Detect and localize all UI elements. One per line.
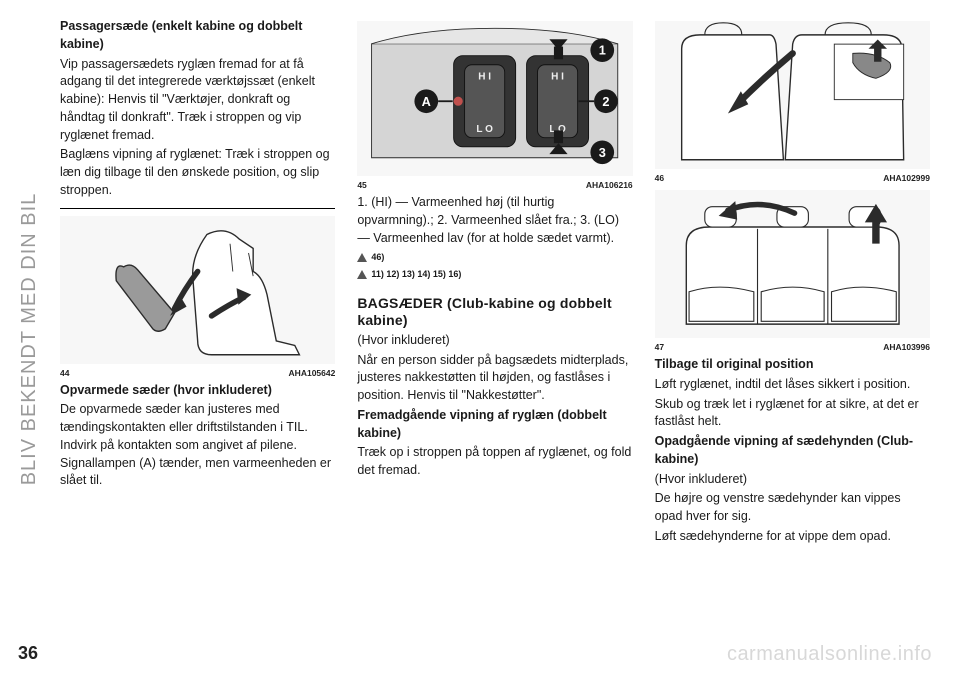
figure-47 [655,190,930,338]
svg-text:H I: H I [551,71,564,82]
warning-triangle-icon [357,270,367,279]
figure-46 [655,21,930,169]
column-1: Passagersæde (enkelt kabine og dobbelt k… [60,18,335,660]
fig-number: 45 [357,179,366,191]
note-ref: 46) [371,251,384,264]
c3-para-5: Løft sædehynderne for at vippe dem opad. [655,528,930,546]
figure-45: H I L O H I L O A 1 2 [357,21,632,176]
fig-number: 44 [60,367,69,379]
figure-45-caption: 45 AHA106216 [357,179,632,191]
fig-code: AHA103996 [883,341,930,353]
svg-text:A: A [422,94,431,109]
c2-heading-1: BAGSÆDER (Club-kabine og dobbelt kabine) [357,295,632,330]
section-side-label: BLIV BEKENDT MED DIN BIL [18,193,41,486]
fig45-legend: 1. (HI) — Varmeenhed høj (til hurtig opv… [357,194,632,247]
c1-para-2: Baglæns vipning af ryglænet: Træk i stro… [60,146,335,199]
page-number: 36 [18,643,38,664]
c1-heading-2: Opvarmede sæder (hvor inkluderet) [60,382,335,400]
column-2: H I L O H I L O A 1 2 [357,18,632,660]
c3-heading-1: Tilbage til original position [655,356,930,374]
warning-note-1: 46) [357,251,632,264]
fig-code: AHA106216 [586,179,633,191]
column-3: 46 AHA102999 [655,18,930,660]
column-layout: Passagersæde (enkelt kabine og dobbelt k… [60,18,930,660]
warning-note-2: 11) 12) 13) 14) 15) 16) [357,268,632,281]
figure-46-caption: 46 AHA102999 [655,172,930,184]
c1-para-3: De opvarmede sæder kan justeres med tænd… [60,401,335,490]
figure-47-caption: 47 AHA103996 [655,341,930,353]
figure-44-caption: 44 AHA105642 [60,367,335,379]
svg-text:L O: L O [477,124,494,135]
svg-text:H I: H I [479,71,492,82]
fig-code: AHA102999 [883,172,930,184]
c1-para-1: Vip passagersædets ryglæn fremad for at … [60,56,335,145]
watermark: carmanualsonline.info [727,643,932,666]
c2-heading-2: Fremadgående vipning af ryglæn (dobbelt … [357,407,632,443]
c3-para-2: Skub og træk let i ryglænet for at sikre… [655,396,930,432]
divider [60,208,335,209]
c1-heading-1: Passagersæde (enkelt kabine og dobbelt k… [60,18,335,54]
c2-para-2: Når en person sidder på bagsædets midter… [357,352,632,405]
c3-heading-2: Opadgående vipning af sædehynden (Club-k… [655,433,930,469]
c3-para-3: (Hvor inkluderet) [655,471,930,489]
c3-para-1: Løft ryglænet, indtil det låses sikkert … [655,376,930,394]
figure-44 [60,216,335,364]
fig-number: 47 [655,341,664,353]
c3-para-4: De højre og venstre sædehynder kan vippe… [655,490,930,526]
c2-para-3: Træk op i stroppen på toppen af ryglænet… [357,444,632,480]
svg-text:1: 1 [599,43,606,58]
manual-page: BLIV BEKENDT MED DIN BIL 36 carmanualson… [0,0,960,678]
c2-para-1: (Hvor inkluderet) [357,332,632,350]
note-ref: 11) 12) 13) 14) 15) 16) [371,268,461,281]
warning-triangle-icon [357,253,367,262]
fig-code: AHA105642 [289,367,336,379]
fig-number: 46 [655,172,664,184]
svg-text:2: 2 [603,94,610,109]
svg-text:3: 3 [599,145,606,160]
